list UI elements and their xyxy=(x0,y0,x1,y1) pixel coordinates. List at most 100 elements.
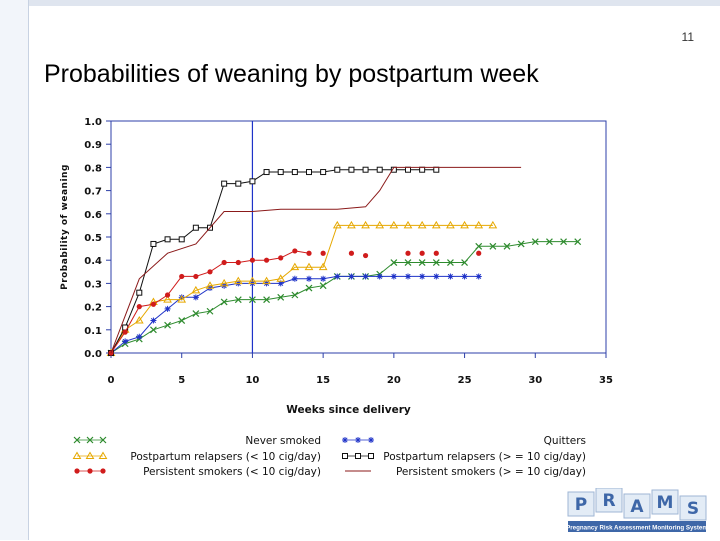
x-tick-label: 20 xyxy=(387,375,401,386)
legend-symbol-marker xyxy=(86,436,94,444)
chart-panel: 0.0 0.1 0.2 0.3 0.4 0.5 0.6 0.7 0.8 0.9 1.0 0 5 10 15 2… xyxy=(55,98,615,483)
legend-symbol-marker xyxy=(98,451,108,459)
data-point xyxy=(291,275,298,282)
data-point xyxy=(433,250,439,256)
data-point xyxy=(234,296,242,304)
legend-item: Persistent smokers (< 10 cig/day) xyxy=(74,466,321,478)
x-tick-label: 15 xyxy=(316,375,330,386)
data-point xyxy=(405,273,411,280)
data-point xyxy=(249,178,256,185)
data-point xyxy=(447,259,454,266)
series-6 xyxy=(110,166,522,354)
legend-symbol-marker xyxy=(100,468,106,474)
y-tick-label: 0.4 xyxy=(84,256,102,267)
legend-symbol-marker xyxy=(99,436,107,444)
data-point xyxy=(318,262,328,271)
series-line xyxy=(110,224,493,354)
y-tick-label: 0.0 xyxy=(84,349,102,360)
y-tick-label: 1.0 xyxy=(84,117,102,128)
data-point xyxy=(560,238,567,246)
data-point xyxy=(163,295,172,303)
data-point xyxy=(164,292,171,298)
data-point xyxy=(475,242,483,250)
data-point xyxy=(390,259,398,266)
legend-symbol-marker xyxy=(355,437,361,443)
data-point xyxy=(306,169,312,176)
data-point xyxy=(263,296,270,304)
legend-symbol-marker xyxy=(368,437,374,443)
legend-item: Postpartum relapsers (> = 10 cig/day) xyxy=(342,451,586,463)
data-point xyxy=(191,285,201,294)
data-point xyxy=(334,166,341,173)
data-point xyxy=(304,262,314,271)
legend-item: Never smoked xyxy=(73,435,321,447)
data-point xyxy=(476,250,482,256)
legend-symbol-marker xyxy=(73,436,81,444)
data-point xyxy=(136,333,143,340)
data-point xyxy=(447,273,454,280)
data-point xyxy=(489,242,497,250)
x-tick-label: 10 xyxy=(245,375,259,386)
prams-logo-letter: A xyxy=(630,497,644,517)
legend-label: Persistent smokers (> = 10 cig/day) xyxy=(396,466,586,478)
data-point xyxy=(150,317,157,324)
legend-symbol-marker xyxy=(342,437,348,443)
data-point xyxy=(320,169,327,176)
data-point xyxy=(277,293,285,301)
y-tick-label: 0.3 xyxy=(84,279,102,290)
data-point xyxy=(433,273,440,280)
data-point xyxy=(192,224,199,231)
x-axis-label: Weeks since delivery xyxy=(286,404,411,416)
prams-logo-letter: R xyxy=(602,491,615,511)
data-point xyxy=(460,220,469,229)
data-point xyxy=(192,310,200,317)
series-line xyxy=(110,275,479,354)
data-point xyxy=(419,166,426,173)
data-point xyxy=(193,273,199,280)
series-line xyxy=(110,166,522,354)
slide-number: 11 xyxy=(681,30,694,44)
data-point xyxy=(390,273,397,280)
data-point xyxy=(332,220,342,229)
series-5 xyxy=(108,248,482,356)
data-point xyxy=(150,301,157,307)
data-point xyxy=(292,248,298,254)
data-point xyxy=(220,298,228,306)
data-point xyxy=(219,278,229,287)
data-point xyxy=(164,236,171,243)
y-tick-label: 0.7 xyxy=(84,187,102,198)
slide-left-border xyxy=(0,0,29,540)
data-point xyxy=(405,166,411,173)
data-point xyxy=(546,238,553,246)
data-point xyxy=(262,276,271,285)
data-point xyxy=(136,289,143,296)
x-tick-label: 5 xyxy=(178,375,185,386)
legend-item: Quitters xyxy=(342,435,586,447)
data-point xyxy=(432,259,440,266)
data-point xyxy=(136,304,142,310)
data-point xyxy=(235,259,241,266)
prams-logo-letter: P xyxy=(575,495,587,515)
y-tick-label: 0.1 xyxy=(84,326,102,337)
slide-top-border xyxy=(0,0,720,6)
x-tick-label: 35 xyxy=(599,375,613,386)
legend-symbol-marker xyxy=(355,453,361,459)
data-point xyxy=(164,305,171,312)
legend-label: Postpartum relapsers (< 10 cig/day) xyxy=(130,451,321,463)
data-point xyxy=(503,242,511,250)
data-point xyxy=(320,250,326,256)
legend-item: Persistent smokers (> = 10 cig/day) xyxy=(345,466,586,478)
data-point xyxy=(334,273,341,280)
data-point xyxy=(249,296,256,304)
legend-symbol-marker xyxy=(72,451,82,459)
data-point xyxy=(276,274,286,282)
data-point xyxy=(178,236,185,243)
legend-item: Postpartum relapsers (< 10 cig/day) xyxy=(72,451,321,463)
legend-symbol-marker xyxy=(87,468,93,474)
data-point xyxy=(348,250,355,256)
data-point xyxy=(376,273,383,280)
data-point xyxy=(278,255,284,261)
data-point xyxy=(306,250,312,256)
data-point xyxy=(164,321,171,329)
data-point xyxy=(446,220,455,229)
